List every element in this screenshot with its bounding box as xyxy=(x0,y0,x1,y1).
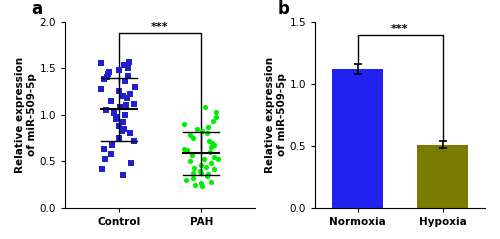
Point xyxy=(120,127,128,130)
Point xyxy=(188,152,196,156)
Point xyxy=(100,147,108,151)
Point xyxy=(204,173,212,176)
Point xyxy=(188,153,196,157)
Point xyxy=(116,105,124,109)
Point xyxy=(212,115,220,119)
Bar xyxy=(332,69,383,208)
Point xyxy=(186,159,194,163)
Point xyxy=(98,167,106,171)
Point xyxy=(124,60,132,64)
Point xyxy=(209,119,217,123)
Bar xyxy=(417,145,468,208)
Point xyxy=(126,131,134,135)
Y-axis label: Relative expression
of miR-509-5p: Relative expression of miR-509-5p xyxy=(265,57,286,173)
Point xyxy=(202,165,210,169)
Point xyxy=(206,150,214,154)
Point xyxy=(196,169,204,173)
Point xyxy=(210,155,218,159)
Point xyxy=(189,136,197,140)
Point xyxy=(214,157,222,160)
Point xyxy=(118,130,126,133)
Text: ***: *** xyxy=(151,22,169,32)
Point xyxy=(210,167,218,171)
Point xyxy=(126,161,134,165)
Point xyxy=(198,130,206,133)
Point xyxy=(130,139,138,143)
Point xyxy=(186,133,194,137)
Point xyxy=(102,76,110,79)
Text: a: a xyxy=(31,0,42,18)
Point xyxy=(102,108,110,112)
Point xyxy=(204,125,212,129)
Point xyxy=(180,147,188,151)
Point xyxy=(114,68,122,72)
Point xyxy=(107,99,115,103)
Point xyxy=(196,181,204,185)
Text: ***: *** xyxy=(391,24,409,34)
Point xyxy=(115,124,123,128)
Point xyxy=(206,139,214,143)
Point xyxy=(203,174,211,178)
Point xyxy=(189,176,197,180)
Point xyxy=(124,74,132,77)
Point xyxy=(108,143,116,147)
Point xyxy=(208,145,216,149)
Point xyxy=(182,178,190,182)
Point xyxy=(104,72,112,76)
Point xyxy=(115,90,123,93)
Point xyxy=(190,166,198,170)
Point xyxy=(124,66,132,70)
Point xyxy=(131,85,139,89)
Point xyxy=(126,92,134,96)
Point xyxy=(119,120,127,124)
Point xyxy=(208,141,216,145)
Point xyxy=(184,148,192,152)
Point xyxy=(197,171,205,174)
Point xyxy=(210,143,218,147)
Point xyxy=(98,62,106,65)
Point xyxy=(193,127,201,130)
Point xyxy=(197,163,205,167)
Point xyxy=(191,183,199,186)
Point xyxy=(119,94,127,98)
Point xyxy=(112,117,120,121)
Text: b: b xyxy=(278,0,289,18)
Point xyxy=(100,157,108,160)
Point xyxy=(123,96,131,100)
Point xyxy=(96,87,104,91)
Point xyxy=(100,77,108,81)
Point xyxy=(108,152,116,156)
Point xyxy=(130,102,138,105)
Point xyxy=(207,180,215,184)
Point xyxy=(207,161,215,165)
Point xyxy=(188,172,196,175)
Point xyxy=(110,111,118,115)
Point xyxy=(200,105,208,109)
Point xyxy=(104,70,112,74)
Point xyxy=(198,185,205,188)
Point xyxy=(212,110,220,114)
Point xyxy=(116,136,124,140)
Point xyxy=(120,63,128,67)
Point xyxy=(120,174,128,177)
Point xyxy=(122,103,130,107)
Point xyxy=(122,79,130,83)
Point xyxy=(200,158,207,161)
Point xyxy=(112,115,120,119)
Point xyxy=(180,122,188,126)
Point xyxy=(203,131,211,135)
Y-axis label: Relative expression
of miR-509-5p: Relative expression of miR-509-5p xyxy=(15,57,36,173)
Point xyxy=(121,113,129,117)
